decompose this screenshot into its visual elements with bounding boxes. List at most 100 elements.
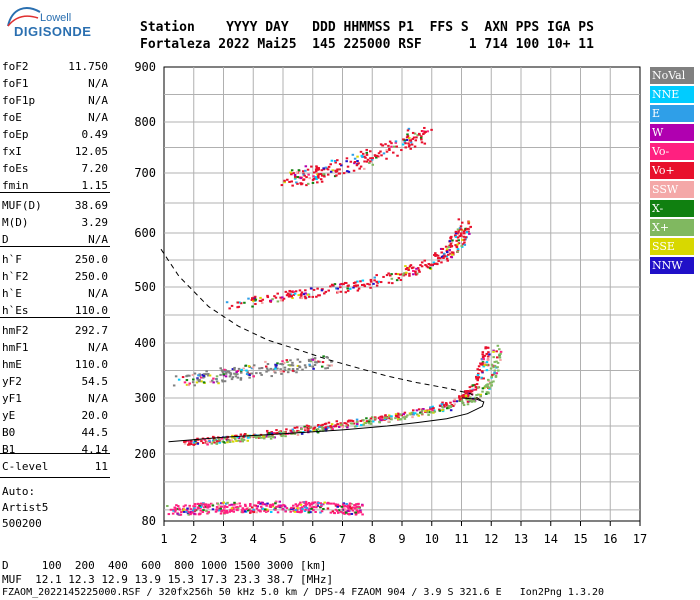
- echo-point: [304, 427, 307, 430]
- echo-point: [320, 180, 324, 183]
- echo-point: [183, 440, 186, 443]
- echo-point: [371, 163, 375, 166]
- echo-point: [336, 509, 339, 512]
- echo-point: [281, 434, 285, 437]
- echo-point: [437, 260, 440, 263]
- echo-point: [299, 293, 303, 296]
- echo-point: [315, 506, 318, 509]
- echo-point: [264, 508, 267, 511]
- echo-point: [259, 505, 263, 508]
- echo-point: [405, 136, 409, 139]
- echo-point: [305, 507, 309, 510]
- echo-point: [289, 429, 292, 432]
- echo-point: [375, 154, 378, 157]
- echo-point: [487, 355, 490, 358]
- echo-point: [193, 507, 196, 510]
- echo-point: [340, 505, 344, 508]
- echo-point: [493, 371, 496, 374]
- echo-point: [239, 302, 243, 305]
- param-value: 0.49: [81, 128, 109, 141]
- echo-point: [306, 293, 310, 296]
- echo-point: [234, 506, 237, 509]
- echo-point: [369, 280, 373, 283]
- echo-point: [356, 160, 359, 163]
- echo-point: [275, 505, 278, 508]
- echo-point: [355, 425, 358, 428]
- param-separator: [0, 317, 110, 318]
- echo-point: [304, 292, 307, 295]
- echo-point: [225, 506, 229, 509]
- echo-point: [406, 266, 409, 269]
- echo-point: [334, 425, 337, 428]
- echo-point: [314, 168, 318, 171]
- echo-point: [355, 420, 359, 423]
- echo-point: [473, 383, 477, 386]
- echo-point: [201, 376, 205, 379]
- echo-point: [481, 362, 484, 365]
- echo-point: [192, 378, 195, 381]
- echo-point: [304, 508, 307, 511]
- echo-point: [434, 252, 437, 255]
- echo-point: [357, 287, 361, 290]
- param-value: 4.14: [81, 443, 109, 456]
- echo-point: [332, 425, 336, 428]
- echo-point: [276, 300, 280, 303]
- echo-point: [468, 386, 472, 389]
- echo-point: [345, 171, 348, 174]
- echo-point: [417, 132, 421, 135]
- footer-muf: MUF 12.1 12.3 12.9 13.9 15.3 17.3 23.3 3…: [2, 573, 334, 586]
- echo-point: [470, 400, 474, 403]
- echo-point: [229, 508, 232, 511]
- echo-point: [474, 388, 478, 391]
- echo-point: [363, 160, 366, 163]
- echo-point: [346, 170, 349, 173]
- echo-point: [289, 359, 292, 362]
- echo-point: [329, 163, 332, 166]
- x-tick-label: 6: [309, 532, 316, 546]
- echo-point: [342, 502, 346, 505]
- echo-point: [281, 299, 284, 302]
- echo-point: [274, 371, 277, 374]
- echo-point: [456, 250, 459, 253]
- echo-point: [486, 383, 489, 386]
- echo-point: [405, 139, 409, 142]
- echo-point: [228, 504, 231, 507]
- echo-point: [305, 424, 309, 427]
- echo-point: [231, 436, 234, 439]
- echo-point: [320, 426, 324, 429]
- echo-point: [371, 420, 375, 423]
- param-separator: [0, 192, 110, 193]
- echo-point: [293, 432, 297, 435]
- echo-point: [433, 262, 436, 265]
- echo-point: [176, 512, 179, 515]
- echo-point: [208, 441, 212, 444]
- y-tick-label: 80: [142, 514, 156, 528]
- echo-point: [188, 374, 191, 377]
- echo-point: [279, 296, 282, 299]
- echo-point: [216, 502, 220, 505]
- echo-point: [232, 510, 236, 513]
- echo-point: [291, 184, 294, 187]
- echo-point: [255, 511, 258, 514]
- echo-point: [240, 439, 243, 442]
- echo-point: [432, 407, 435, 410]
- param-name: foEp: [2, 128, 29, 141]
- echo-point: [378, 420, 381, 423]
- echo-point: [357, 505, 361, 508]
- echo-point: [429, 263, 432, 266]
- echo-point: [189, 510, 193, 513]
- echo-point: [464, 392, 467, 395]
- echo-point: [225, 371, 228, 374]
- echo-point: [206, 512, 209, 515]
- echo-point: [369, 278, 373, 281]
- echo-point: [316, 181, 319, 184]
- echo-point: [363, 155, 366, 158]
- echo-point: [448, 249, 451, 252]
- echo-point: [249, 504, 252, 507]
- echo-point: [357, 502, 360, 505]
- echo-point: [438, 409, 442, 412]
- echo-point: [323, 175, 326, 178]
- echo-point: [397, 413, 401, 416]
- echo-point: [298, 503, 301, 506]
- echo-point: [166, 505, 169, 508]
